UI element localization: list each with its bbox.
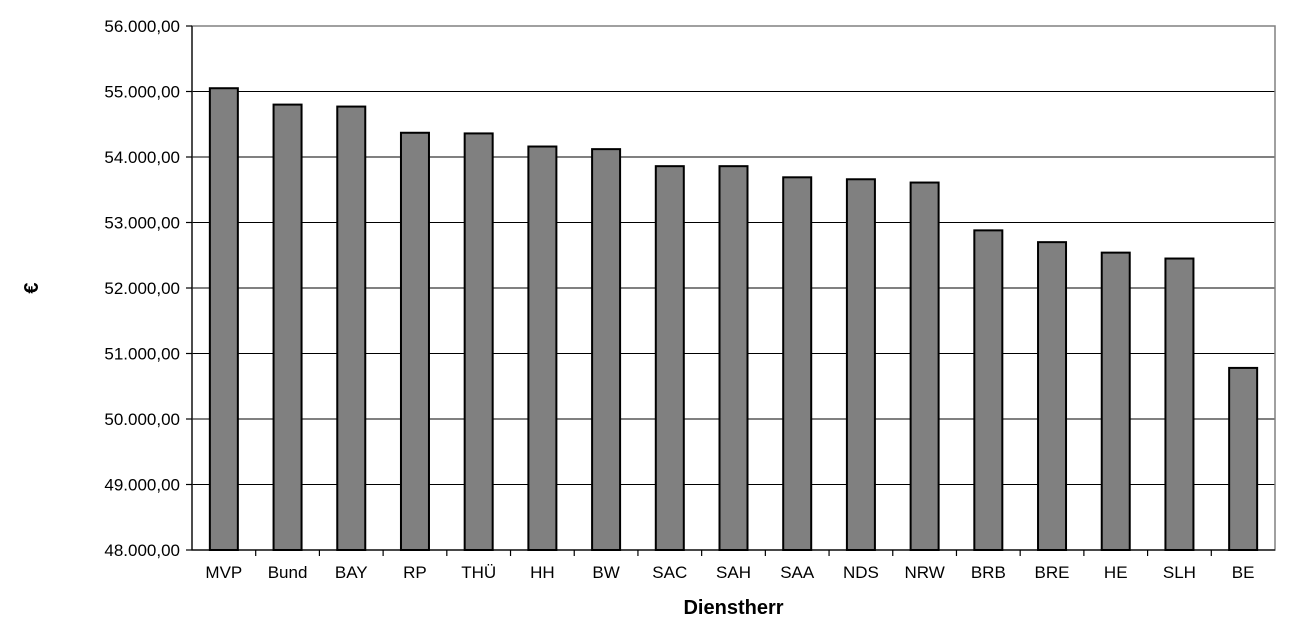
bar-nds: [845, 178, 876, 552]
bar-sah: [718, 165, 749, 551]
x-tick-label: BE: [1232, 563, 1255, 582]
axes: [186, 25, 1275, 556]
x-tick-label: HH: [530, 563, 555, 582]
x-axis-title: Dienstherr: [683, 597, 783, 619]
bar-he: [1100, 251, 1131, 551]
bar-saa: [782, 176, 813, 551]
x-tick-label: NDS: [843, 563, 879, 582]
x-tick-label: HE: [1104, 563, 1128, 582]
y-tick-label: 49.000,00: [104, 476, 180, 495]
x-tick-label: SAH: [716, 563, 751, 582]
y-tick-labels: 48.000,00 49.000,00 50.000,00 51.000,00 52.0…: [104, 17, 180, 560]
x-tick-label: Bund: [268, 563, 308, 582]
x-tick-label: THÜ: [461, 563, 496, 582]
y-tick-label: 55.000,00: [104, 83, 180, 102]
bar-thü: [463, 132, 494, 551]
y-tick-label: 50.000,00: [104, 410, 180, 429]
x-tick-label: BRB: [971, 563, 1006, 582]
x-tick-label: BAY: [335, 563, 368, 582]
y-tick-label: 51.000,00: [104, 345, 180, 364]
x-tick-label: MVP: [205, 563, 242, 582]
bar-bw: [591, 148, 622, 551]
bar-sac: [654, 165, 685, 551]
bar-brb: [973, 229, 1004, 552]
y-axis-title: €: [21, 282, 43, 293]
x-tick-label: NRW: [904, 563, 944, 582]
x-tick-label: SLH: [1163, 563, 1196, 582]
bar-be: [1228, 366, 1259, 551]
x-tick-label: BRE: [1035, 563, 1070, 582]
y-tick-label: 48.000,00: [104, 541, 180, 560]
y-tick-label: 54.000,00: [104, 148, 180, 167]
bar-hh: [527, 145, 558, 552]
bar-bund: [272, 103, 303, 551]
bar-rp: [399, 131, 430, 551]
bar-mvp: [208, 87, 239, 551]
y-tick-label: 52.000,00: [104, 279, 180, 298]
bar-bay: [336, 105, 367, 551]
x-tick-label: RP: [403, 563, 427, 582]
bar-slh: [1164, 257, 1195, 551]
x-tick-labels: MVP Bund BAY RP THÜ HH BW SAC SAH SAA NDS NRW BRB BRE…: [205, 563, 1254, 582]
y-tick-label: 53.000,00: [104, 214, 180, 233]
bar-bre: [1037, 241, 1068, 551]
bar-nrw: [909, 181, 940, 551]
x-tick-label: SAC: [652, 563, 687, 582]
y-tick-label: 56.000,00: [104, 17, 180, 36]
x-tick-label: BW: [592, 563, 619, 582]
x-tick-label: SAA: [780, 563, 815, 582]
